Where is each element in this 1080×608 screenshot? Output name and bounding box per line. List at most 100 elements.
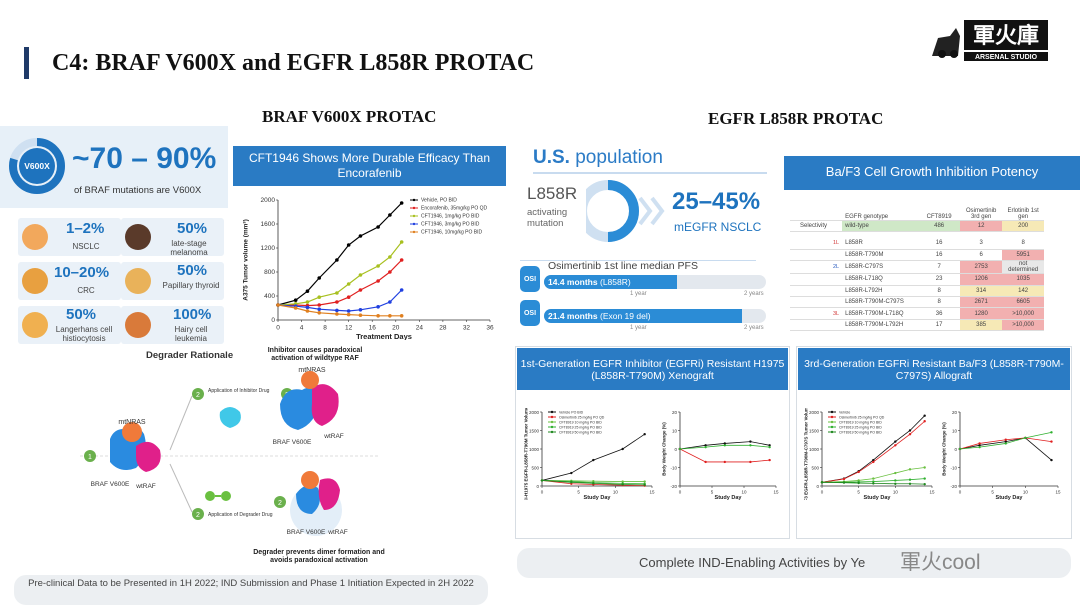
data-point <box>335 308 339 313</box>
histiocytosis-icon <box>22 312 48 338</box>
h1975-banner: 1st-Generation EGFR Inhibitor (EGFRi) Re… <box>517 348 788 390</box>
data-point <box>317 311 322 315</box>
year-tick: 2 years <box>744 325 764 331</box>
data-point <box>958 447 962 451</box>
us-title-rule <box>533 172 767 174</box>
thyroid-icon <box>125 268 151 294</box>
y-tick-label: 1500 <box>529 429 540 434</box>
data-point <box>894 444 897 447</box>
legend-marker <box>830 410 834 414</box>
legend-label: Osimertinib 25 mg/kg PO QD <box>559 416 605 420</box>
data-point <box>678 447 682 451</box>
lungs-icon <box>22 224 48 250</box>
table-row: 3L L858R-T790M-L718Q 36 1280 >10,000 <box>790 307 1045 320</box>
svg-text:wtRAF: wtRAF <box>135 483 156 490</box>
x-tick-label: 10 <box>1023 490 1029 495</box>
egfr-percentage: 25–45% <box>672 188 761 215</box>
data-point <box>1004 438 1007 441</box>
data-point <box>335 291 339 295</box>
data-point <box>376 264 380 268</box>
y-tick-label: 0 <box>954 447 957 452</box>
svg-text:2: 2 <box>196 512 200 519</box>
legend-label: Osimertinib 25 mg/kg PO QD <box>839 416 885 420</box>
data-point <box>923 466 926 469</box>
indication-label: Langerhans cell histiocytosis <box>55 325 113 343</box>
data-point <box>317 295 322 299</box>
year-tick: 2 years <box>744 291 764 297</box>
data-point <box>399 201 404 205</box>
degrader-rationale-title: Degrader Rationale <box>146 350 234 361</box>
legend-marker <box>550 425 554 429</box>
osi-pill-icon: OSI <box>520 300 540 326</box>
x-tick-label: 36 <box>486 325 494 332</box>
data-point <box>305 289 310 293</box>
data-point <box>399 288 404 292</box>
series-line <box>277 304 402 317</box>
indication-pct: 10–20% <box>54 264 110 281</box>
data-point <box>399 314 404 318</box>
y-tick-label: 1000 <box>529 447 540 452</box>
mtnras-blob <box>122 422 142 442</box>
data-point <box>305 309 310 313</box>
data-point <box>346 295 351 299</box>
legend-label: CFT1946, 10mg/kg PO BID <box>421 230 483 236</box>
svg-text:2: 2 <box>278 500 282 507</box>
table-row: L858R-T790M-L792H 17 385 >10,000 <box>790 319 1045 332</box>
leukemia-icon <box>125 312 151 338</box>
data-point <box>388 300 392 304</box>
y-tick-label: 2000 <box>261 197 276 204</box>
pfs-bar-l858r <box>544 275 678 289</box>
series-line <box>277 289 403 312</box>
svg-text:mtNRAS: mtNRAS <box>298 367 326 374</box>
y-axis-label: A375 Tumor volume (mm³) <box>243 219 250 301</box>
legend-label: CFT8919 50 mg/kg PO BID <box>839 431 882 435</box>
data-point <box>335 300 339 304</box>
data-point <box>908 482 912 485</box>
data-point <box>621 447 624 451</box>
x-tick-label: 10 <box>741 490 747 495</box>
y-axis-label: BaF3 EGFR-L858R-T790M-C797S Tumor Volume… <box>804 408 809 500</box>
legend-marker <box>830 415 834 419</box>
svg-text:2: 2 <box>196 392 200 399</box>
y-tick-label: 500 <box>531 466 539 471</box>
data-point <box>346 309 351 313</box>
egfr-section-title: EGFR L858R PROTAC <box>708 109 884 128</box>
legend-marker <box>550 420 554 424</box>
series-line <box>278 259 403 307</box>
indication-card: 50% late-stage melanoma <box>121 218 224 257</box>
y-tick-label: 1000 <box>809 447 820 452</box>
svg-text:BRAF V600E: BRAF V600E <box>91 481 130 488</box>
data-point <box>768 445 771 449</box>
indication-card: 10–20% CRC <box>18 262 121 300</box>
y-tick-label: 0 <box>271 317 275 324</box>
x-tick-label: 32 <box>463 325 471 332</box>
data-point <box>923 414 926 417</box>
data-point <box>317 307 322 311</box>
data-point <box>358 288 363 292</box>
svg-text:Application of Inhibitor Drug: Application of Inhibitor Drug <box>208 388 270 394</box>
data-point <box>540 479 544 482</box>
x-tick-label: 5 <box>857 490 860 495</box>
data-point <box>621 480 624 483</box>
data-point <box>1050 440 1053 443</box>
data-point <box>346 282 351 286</box>
inhibitor-drug <box>219 407 241 428</box>
table-row: 1L L858R 16 3 8 <box>790 237 1045 250</box>
data-point <box>872 460 875 464</box>
data-point <box>749 440 752 443</box>
indication-pct: 50% <box>177 262 208 279</box>
series-line <box>541 433 645 481</box>
y-tick-label: -20 <box>950 484 957 489</box>
legend-label: CFT1946, 1mg/kg PO BID <box>421 214 480 220</box>
data-point <box>894 482 897 485</box>
legend-label: CFT8919 10 mg/kg PO BID <box>559 421 602 425</box>
table-row: L858R-T790M-C797S 8 2671 6605 <box>790 296 1045 309</box>
baf3-body-weight-chart: -20 -10 0 10 20 0 5 10 15 Study Day Body Weight Ch… <box>942 410 1061 500</box>
y-tick-label: -10 <box>950 466 957 471</box>
data-point <box>376 225 380 229</box>
svg-text:1: 1 <box>88 454 92 461</box>
y-tick-label: 1200 <box>261 245 276 252</box>
data-point <box>857 481 860 485</box>
svg-text:wtRAF: wtRAF <box>323 433 344 440</box>
y-tick-label: 10 <box>672 429 678 434</box>
